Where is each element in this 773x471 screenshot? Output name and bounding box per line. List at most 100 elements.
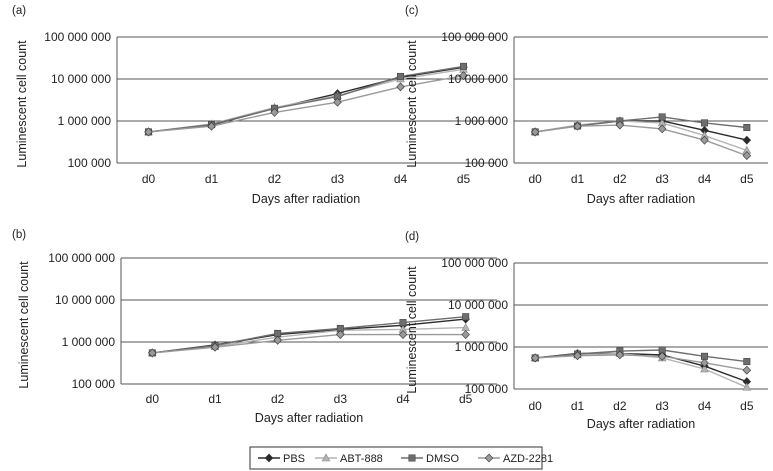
data-point xyxy=(270,107,279,117)
y-tick-label: 100 000 000 xyxy=(441,256,508,270)
y-tick-label: 1 000 000 xyxy=(455,340,509,354)
panel-label: (c) xyxy=(405,5,419,17)
data-point xyxy=(742,135,752,145)
legend-label: ABT-888 xyxy=(340,453,383,465)
series-line xyxy=(535,354,747,371)
legend-entry: ABT-888 xyxy=(315,453,383,465)
data-point xyxy=(459,71,468,81)
x-tick-label: d5 xyxy=(457,172,471,186)
x-tick-label: d5 xyxy=(459,392,473,406)
data-point xyxy=(615,350,625,360)
legend-marker xyxy=(408,454,416,462)
y-tick-label: 100 000 xyxy=(465,156,509,170)
data-point xyxy=(530,127,540,137)
x-tick-label: d1 xyxy=(571,172,585,186)
x-tick-label: d1 xyxy=(205,172,219,186)
x-tick-label: d4 xyxy=(394,172,408,186)
data-point xyxy=(399,319,407,327)
series-line xyxy=(152,333,466,354)
data-point xyxy=(530,353,540,363)
y-tick-label: 10 000 000 xyxy=(448,298,508,312)
data-point xyxy=(615,120,625,130)
series-line xyxy=(148,65,464,133)
x-tick-label: d2 xyxy=(613,172,627,186)
legend-entry: AZD-2281 xyxy=(478,453,553,465)
data-point xyxy=(700,135,709,145)
x-tick-label: d0 xyxy=(146,392,160,406)
y-axis-title: Luminescent cell count xyxy=(15,40,29,168)
series-line xyxy=(535,349,747,363)
x-tick-label: d3 xyxy=(331,172,345,186)
x-tick-label: d2 xyxy=(268,172,282,186)
data-point xyxy=(396,72,404,80)
series-abt-888 xyxy=(148,322,470,357)
legend-marker xyxy=(321,453,331,462)
data-point xyxy=(657,351,667,361)
y-tick-label: 100 000 xyxy=(72,377,116,391)
x-tick-label: d2 xyxy=(613,399,627,413)
data-point xyxy=(144,127,153,137)
x-tick-label: d3 xyxy=(655,399,669,413)
x-tick-label: d2 xyxy=(271,392,285,406)
legend-marker xyxy=(264,453,274,463)
y-axis-title: Luminescent cell count xyxy=(17,261,31,389)
y-tick-label: 10 000 000 xyxy=(51,72,111,86)
data-point xyxy=(743,124,751,132)
y-tick-label: 10 000 000 xyxy=(448,72,508,86)
data-point xyxy=(573,121,582,131)
x-axis-title: Days after radiation xyxy=(252,192,360,206)
series-line xyxy=(535,124,748,157)
panel-label: (d) xyxy=(405,231,419,243)
data-point xyxy=(461,330,470,340)
series-azd-2281 xyxy=(148,330,470,358)
y-tick-label: 1 000 000 xyxy=(58,114,112,128)
legend-label: AZD-2281 xyxy=(503,453,553,465)
data-point xyxy=(336,330,345,340)
legend-box xyxy=(249,446,543,470)
x-axis-title: Days after radiation xyxy=(587,192,695,206)
x-tick-label: d0 xyxy=(142,172,156,186)
data-point xyxy=(274,329,282,337)
legend-label: PBS xyxy=(283,453,305,465)
data-point xyxy=(657,124,667,134)
data-point xyxy=(333,97,342,107)
data-point xyxy=(573,351,582,361)
series-line xyxy=(535,120,748,152)
y-tick-label: 10 000 000 xyxy=(55,293,115,307)
chart-panel: (b) 100 000 1 000 000 10 000 000 100 000 000… xyxy=(12,229,497,425)
x-tick-label: d4 xyxy=(396,392,410,406)
y-tick-label: 100 000 000 xyxy=(48,251,115,265)
panel-label: (a) xyxy=(12,5,26,17)
data-point xyxy=(396,82,405,92)
data-point xyxy=(742,151,752,161)
data-point xyxy=(462,313,470,321)
x-axis-title: Days after radiation xyxy=(255,411,363,425)
y-axis-title: Luminescent cell count xyxy=(405,40,419,168)
x-tick-label: d4 xyxy=(698,172,712,186)
series-dmso xyxy=(531,113,751,136)
x-tick-label: d0 xyxy=(528,172,542,186)
x-tick-label: d4 xyxy=(698,399,712,413)
chart-panel: (d) 100 000 1 000 000 10 000 000 100 000 000… xyxy=(405,231,768,431)
series-azd-2281 xyxy=(530,120,752,161)
x-tick-label: d3 xyxy=(334,392,348,406)
y-tick-label: 100 000 000 xyxy=(44,30,111,44)
series-azd-2281 xyxy=(144,71,468,137)
x-tick-label: d1 xyxy=(208,392,222,406)
data-point xyxy=(742,365,752,375)
y-tick-label: 100 000 xyxy=(68,156,112,170)
legend: PBS ABT-888 DMSO AZD-2281 xyxy=(249,446,553,470)
data-point xyxy=(700,358,709,368)
data-point xyxy=(207,121,216,131)
data-point xyxy=(658,113,666,121)
data-point xyxy=(398,330,408,340)
y-tick-label: 100 000 xyxy=(465,382,509,396)
data-point xyxy=(742,382,752,391)
chart-panel: (c) 100 000 1 000 000 10 000 000 100 000 000… xyxy=(405,5,768,206)
series-line xyxy=(535,116,747,133)
x-axis-title: Days after radiation xyxy=(587,417,695,431)
legend-label: DMSO xyxy=(426,453,459,465)
legend-marker xyxy=(484,453,494,463)
x-tick-label: d1 xyxy=(571,399,585,413)
panel-label: (b) xyxy=(12,229,26,241)
